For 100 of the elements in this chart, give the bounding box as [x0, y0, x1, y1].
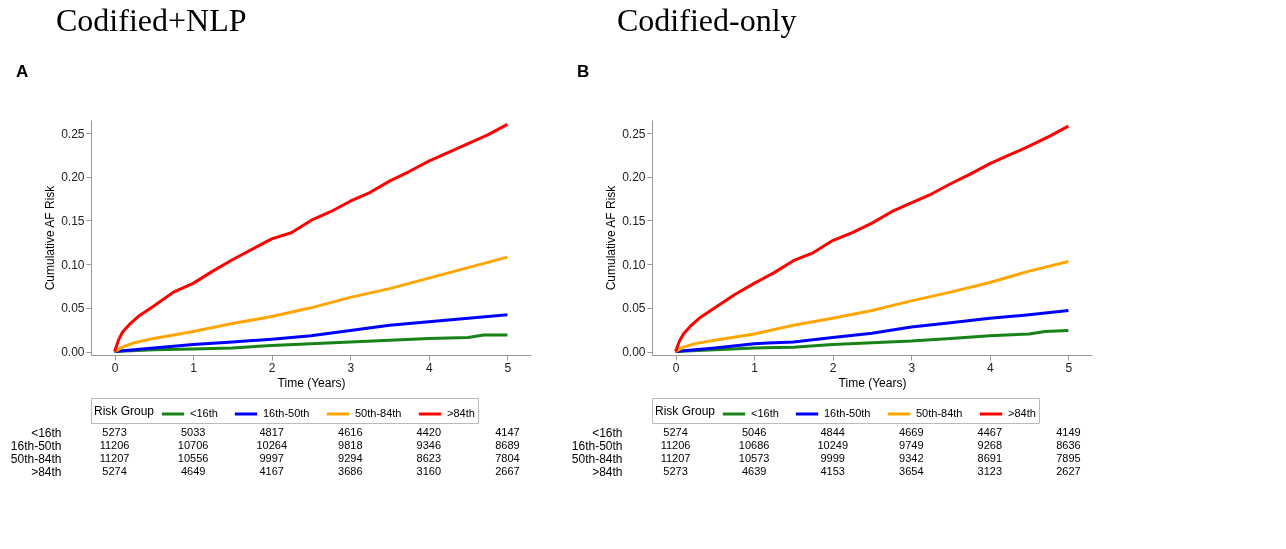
chart-title: Codified-only: [617, 2, 797, 38]
y-tick-label: 0.25: [61, 126, 85, 141]
text: 7895: [1056, 451, 1081, 464]
text: 4616: [338, 425, 363, 438]
line-series: [113, 313, 509, 354]
line-series: [674, 308, 1070, 354]
text: 9749: [899, 438, 924, 451]
text: 3654: [899, 464, 924, 477]
x-tick-label: 4: [426, 360, 434, 375]
text: 10249: [817, 438, 849, 451]
y-axis-title: Cumulative AF Risk: [604, 184, 619, 291]
text: <16th: [592, 426, 623, 440]
line-series: [113, 255, 509, 354]
text: 16th-50th: [10, 439, 62, 453]
text: 11206: [99, 438, 130, 451]
text: <16th: [31, 426, 62, 440]
x-tick-label: 4: [987, 360, 995, 375]
x-tick-label: 0: [111, 360, 119, 375]
text: 3686: [338, 464, 363, 477]
x-tick-label: 2: [268, 360, 276, 375]
text: 7804: [495, 451, 520, 464]
legend-title: Risk Group: [94, 404, 155, 418]
text: 9268: [977, 438, 1003, 451]
line-series: [113, 122, 509, 354]
text: 8636: [1056, 438, 1081, 451]
y-tick-label: 0.05: [622, 301, 646, 316]
legend-label: >84th: [447, 407, 475, 419]
legend-label: <16th: [751, 407, 779, 419]
legend-label: <16th: [190, 407, 218, 419]
x-axis-title: Time (Years): [277, 375, 346, 390]
text: 4153: [820, 464, 845, 477]
legend-title: Risk Group: [655, 404, 716, 418]
text: 50th-84th: [571, 452, 623, 466]
text: 4669: [899, 425, 924, 438]
text: 4167: [259, 464, 284, 477]
text: 50th-84th: [10, 452, 62, 466]
text: A: [16, 62, 29, 81]
text: 8689: [495, 438, 520, 451]
text: 11207: [660, 451, 691, 464]
text: 9999: [820, 451, 845, 464]
text: 4420: [416, 425, 442, 438]
text: 3160: [416, 464, 442, 477]
text: 4844: [820, 425, 845, 438]
text: 9294: [338, 451, 363, 464]
text: 3123: [977, 464, 1003, 477]
text: 9818: [338, 438, 363, 451]
text: 9342: [899, 451, 924, 464]
y-tick-label: 0.00: [61, 345, 85, 360]
x-tick-label: 0: [672, 360, 680, 375]
x-tick-label: 5: [1065, 360, 1073, 375]
text: B: [577, 62, 590, 81]
text: 16th-50th: [571, 439, 623, 453]
text: 4649: [180, 464, 206, 477]
text: 4817: [259, 425, 284, 438]
text: 4467: [977, 425, 1003, 438]
text: >84th: [592, 465, 623, 479]
text: 5273: [663, 464, 688, 477]
y-tick-label: 0.10: [622, 257, 646, 272]
x-axis-title: Time (Years): [838, 375, 907, 390]
text: 8623: [416, 451, 442, 464]
x-tick-label: 3: [347, 360, 355, 375]
legend-label: 50th-84th: [916, 407, 963, 419]
text: 11206: [660, 438, 691, 451]
text: 11207: [99, 451, 130, 464]
chart-title: Codified+NLP: [56, 2, 247, 38]
y-tick-label: 0.15: [61, 213, 85, 228]
text: 5046: [741, 425, 767, 438]
x-tick-label: 1: [751, 360, 759, 375]
y-tick-label: 0.20: [61, 170, 85, 185]
text: 10706: [177, 438, 209, 451]
y-axis-title: Cumulative AF Risk: [43, 184, 58, 291]
x-tick-label: 2: [829, 360, 837, 375]
text: 10556: [177, 451, 209, 464]
y-tick-label: 0.25: [622, 126, 646, 141]
text: 5274: [663, 425, 688, 438]
text: 10264: [256, 438, 288, 451]
y-tick-label: 0.20: [622, 170, 646, 185]
legend-label: 16th-50th: [263, 407, 310, 419]
x-tick-label: 1: [190, 360, 198, 375]
text: 4639: [741, 464, 767, 477]
y-tick-label: 0.00: [622, 345, 646, 360]
text: 2667: [495, 464, 520, 477]
text: 2627: [1056, 464, 1081, 477]
text: 8691: [977, 451, 1003, 464]
legend-label: 50th-84th: [355, 407, 402, 419]
text: 5274: [102, 464, 127, 477]
x-tick-label: 3: [908, 360, 916, 375]
text: >84th: [31, 465, 62, 479]
legend-label: 16th-50th: [824, 407, 871, 419]
y-tick-label: 0.15: [622, 213, 646, 228]
text: 5273: [102, 425, 127, 438]
text: 4147: [495, 425, 520, 438]
y-tick-label: 0.10: [61, 257, 85, 272]
text: 9997: [259, 451, 284, 464]
x-tick-label: 5: [504, 360, 512, 375]
text: 10573: [738, 451, 770, 464]
legend-label: >84th: [1008, 407, 1036, 419]
text: 10686: [738, 438, 770, 451]
text: 5033: [180, 425, 206, 438]
line-series: [674, 260, 1070, 354]
